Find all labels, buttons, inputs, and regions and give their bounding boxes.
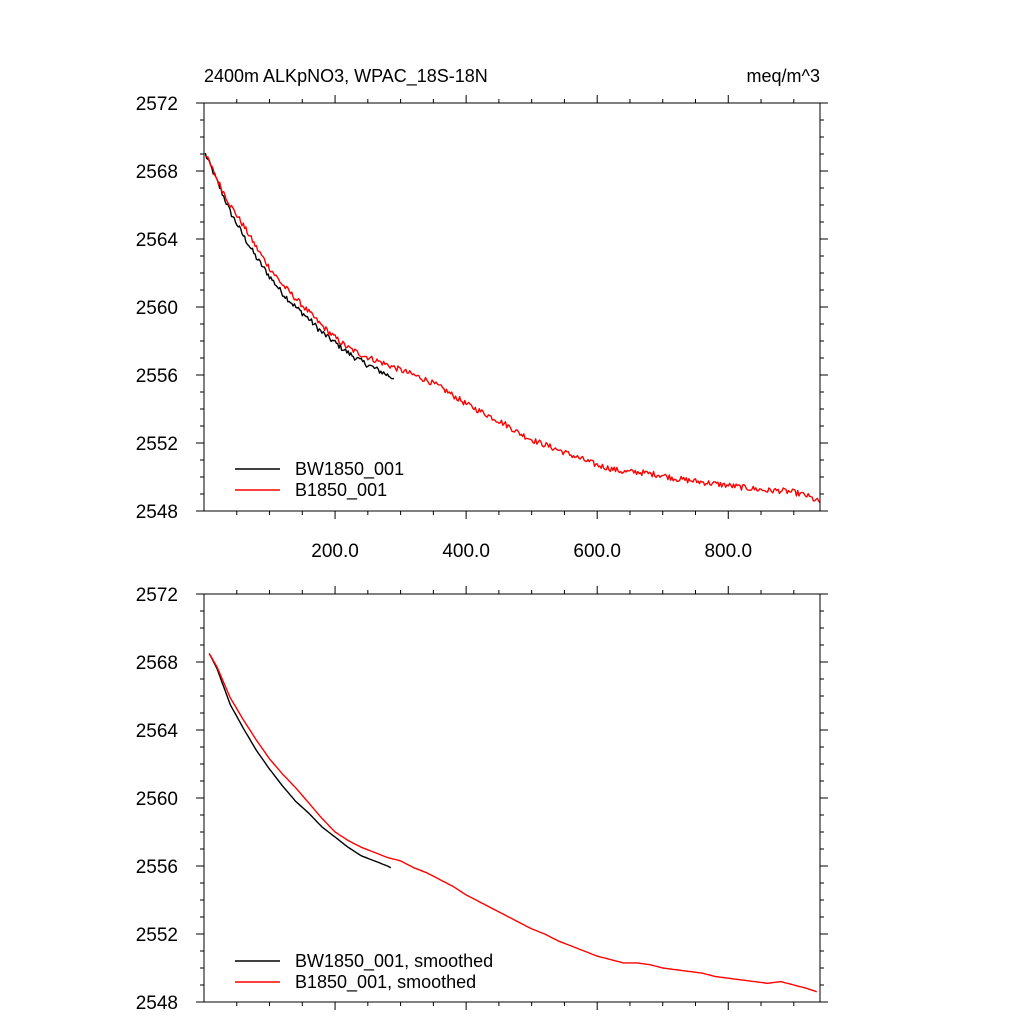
legend-label-bw1850: BW1850_001 (295, 459, 404, 480)
x-tick-label: 400.0 (442, 541, 490, 562)
legend-label-b1850: B1850_001 (295, 480, 387, 501)
y-tick-label: 2568 (136, 653, 178, 674)
y-tick-label: 2556 (136, 857, 178, 878)
bottom-panel-series (208, 653, 817, 993)
bottom-panel: 2548 2552 2556 2560 2564 2568 2572 BW1850_001,… (136, 585, 828, 1014)
y-tick-label: 2552 (136, 925, 178, 946)
y-tick-label: 2572 (136, 585, 178, 606)
x-tick-label: 600.0 (573, 541, 621, 562)
top-panel-ticks: 2548 2552 2556 2560 2564 2568 2572 200.0 400.0 60… (136, 94, 828, 562)
bottom-panel-legend: BW1850_001, smoothed B1850_001, smoothed (235, 951, 493, 993)
x-tick-label: 200.0 (311, 541, 359, 562)
series-line-bw1850 (204, 152, 395, 380)
y-tick-label: 2568 (136, 162, 178, 183)
y-tick-label: 2572 (136, 94, 178, 115)
top-panel-title: 2400m ALKpNO3, WPAC_18S-18N (204, 66, 488, 87)
bottom-panel-frame (203, 593, 821, 1003)
x-tick-label: 800.0 (704, 541, 752, 562)
series-line-b1850 (205, 155, 821, 503)
y-tick-label: 2564 (136, 721, 179, 742)
y-tick-label: 2560 (136, 789, 178, 810)
bottom-panel-ticks: 2548 2552 2556 2560 2564 2568 2572 (136, 585, 828, 1014)
y-tick-label: 2548 (136, 502, 178, 523)
top-panel-frame (203, 102, 821, 512)
y-tick-label: 2552 (136, 434, 178, 455)
top-panel: 2400m ALKpNO3, WPAC_18S-18N meq/m^3 2548… (136, 66, 828, 562)
top-panel-series (204, 152, 821, 503)
top-panel-legend: BW1850_001 B1850_001 (235, 459, 404, 501)
legend-label-bw1850-smoothed: BW1850_001, smoothed (295, 951, 493, 972)
y-tick-label: 2564 (136, 230, 179, 251)
series-line-b1850-smoothed (208, 653, 817, 993)
y-tick-label: 2556 (136, 366, 178, 387)
y-tick-label: 2548 (136, 993, 178, 1014)
y-tick-label: 2560 (136, 298, 178, 319)
series-line-bw1850-smoothed (208, 653, 392, 869)
top-panel-units: meq/m^3 (747, 66, 820, 86)
legend-label-b1850-smoothed: B1850_001, smoothed (295, 972, 476, 993)
